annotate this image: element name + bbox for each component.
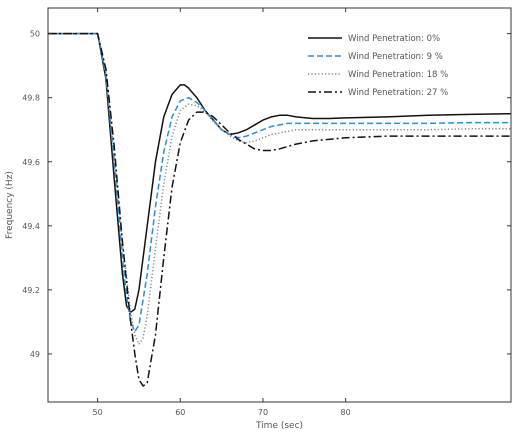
y-tick-label: 49.8 — [22, 94, 40, 103]
x-tick-label: 80 — [341, 408, 351, 417]
legend: Wind Penetration: 0% Wind Penetration: 9 … — [308, 34, 448, 98]
y-tick-label: 49.2 — [22, 286, 40, 295]
axis-ticks: 50 60 70 80 49 49.2 49.4 49.6 49.8 50 — [22, 8, 511, 417]
x-tick-label: 70 — [258, 408, 268, 417]
y-tick-label: 49 — [30, 350, 40, 359]
y-tick-label: 49.6 — [22, 158, 40, 167]
series-line-4 — [48, 32, 511, 387]
x-tick-label: 50 — [93, 408, 103, 417]
x-axis-label: Time (sec) — [255, 421, 303, 431]
legend-label: Wind Penetration: 18 % — [348, 70, 448, 80]
legend-label: Wind Penetration: 27 % — [348, 88, 448, 98]
x-tick-label: 60 — [175, 408, 185, 417]
y-tick-label: 50 — [30, 30, 40, 39]
legend-label: Wind Penetration: 9 % — [348, 52, 443, 62]
y-axis-label: Frequency (Hz) — [5, 171, 15, 239]
legend-label: Wind Penetration: 0% — [348, 34, 440, 44]
plot-lines — [48, 32, 512, 387]
y-tick-label: 49.4 — [22, 222, 40, 231]
plot-frame — [47, 7, 512, 403]
